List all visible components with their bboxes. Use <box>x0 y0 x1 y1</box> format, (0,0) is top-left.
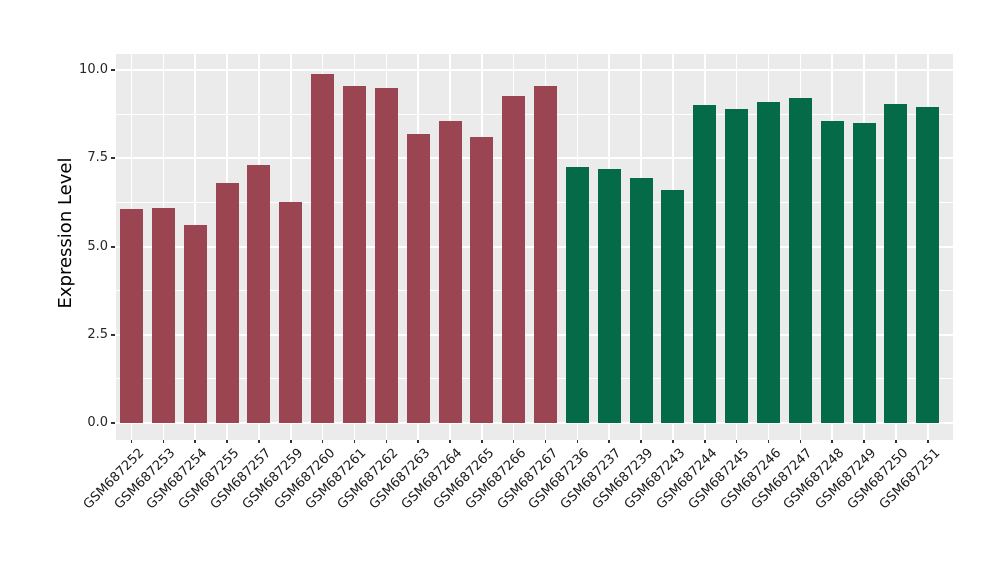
x-tick-mark <box>258 440 260 443</box>
bar-GSM687251 <box>916 107 940 423</box>
bar-GSM687259 <box>279 202 303 423</box>
x-tick-mark <box>576 440 579 443</box>
x-tick-mark <box>863 440 865 443</box>
major-gridline <box>116 69 953 71</box>
bar-GSM687255 <box>215 182 239 423</box>
x-tick-mark <box>481 440 483 443</box>
bar-GSM687267 <box>534 85 558 423</box>
bar-GSM687247 <box>788 98 812 423</box>
y-tick-mark <box>111 333 115 336</box>
y-tick-mark <box>111 69 115 71</box>
x-tick-mark <box>289 440 292 443</box>
bar-GSM687252 <box>120 209 143 423</box>
bar-GSM687236 <box>565 167 589 423</box>
x-tick-mark <box>544 440 547 443</box>
bar-GSM687243 <box>661 190 685 423</box>
x-tick-mark <box>512 440 515 443</box>
y-tick-mark <box>111 245 115 248</box>
x-tick-mark <box>799 440 802 443</box>
bar-GSM687237 <box>597 168 621 423</box>
major-gridline <box>116 422 953 424</box>
bar-GSM687254 <box>183 225 207 423</box>
bar-GSM687253 <box>151 207 175 423</box>
x-tick-mark <box>831 440 833 443</box>
y-tick-label: 10.0 <box>79 62 108 77</box>
x-tick-mark <box>608 440 611 443</box>
bar-GSM687263 <box>406 133 430 423</box>
bar-GSM687245 <box>725 108 749 423</box>
x-tick-mark <box>767 440 770 443</box>
x-tick-mark <box>449 440 451 443</box>
bar-GSM687266 <box>502 96 526 423</box>
y-tick-label: 5.0 <box>87 238 108 254</box>
x-tick-mark <box>162 440 165 443</box>
x-tick-mark <box>640 440 642 443</box>
x-tick-mark <box>417 440 419 443</box>
y-tick-label: 7.5 <box>87 150 108 166</box>
bar-GSM687260 <box>311 73 335 423</box>
bar-GSM687244 <box>693 105 717 423</box>
x-tick-mark <box>194 440 196 443</box>
bar-GSM687264 <box>438 121 462 423</box>
bar-GSM687249 <box>852 122 876 423</box>
x-tick-mark <box>321 440 324 443</box>
bar-GSM687246 <box>757 101 780 423</box>
bar-GSM687250 <box>884 103 908 423</box>
x-tick-mark <box>385 440 388 443</box>
bar-GSM687262 <box>374 87 398 423</box>
x-tick-mark <box>926 440 929 443</box>
x-tick-mark <box>226 440 228 443</box>
y-tick-mark <box>111 157 115 160</box>
y-tick-label: 0.0 <box>87 415 108 430</box>
x-tick-mark <box>130 440 133 443</box>
y-tick-label: 2.5 <box>87 326 108 342</box>
x-tick-mark <box>353 440 356 443</box>
y-tick-mark <box>111 422 115 424</box>
bar-GSM687239 <box>629 177 653 423</box>
bar-GSM687257 <box>247 165 271 423</box>
bar-GSM687265 <box>470 137 494 423</box>
bar-GSM687261 <box>342 85 366 423</box>
bar-GSM687248 <box>820 121 844 423</box>
x-tick-mark <box>704 440 706 443</box>
x-tick-mark <box>672 440 674 443</box>
x-tick-mark <box>895 440 897 443</box>
x-tick-mark <box>735 440 738 443</box>
plot-panel <box>116 54 953 440</box>
